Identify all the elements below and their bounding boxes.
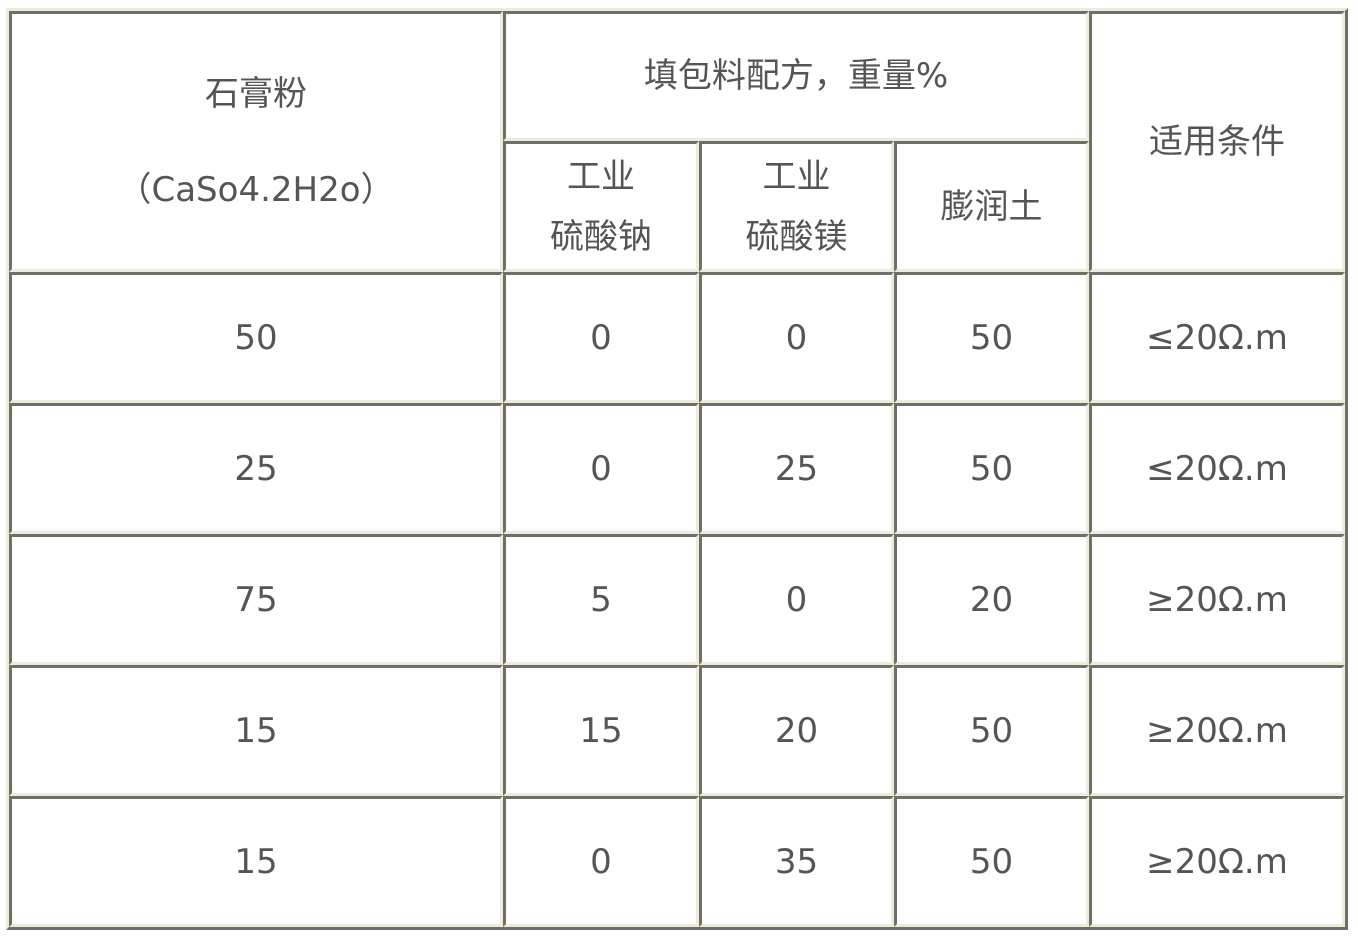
header-sodium-sulfate: 工业 硫酸钠	[503, 141, 699, 272]
cell-gypsum: 50	[9, 272, 503, 403]
cell-magnesium-sulfate: 20	[699, 665, 894, 796]
cell-bentonite: 50	[894, 403, 1089, 534]
cell-gypsum: 15	[9, 665, 503, 796]
cell-condition: ≥20Ω.m	[1089, 665, 1345, 796]
cell-gypsum: 75	[9, 534, 503, 665]
cell-sodium-sulfate: 5	[503, 534, 699, 665]
cell-magnesium-sulfate: 35	[699, 796, 894, 927]
cell-sodium-sulfate: 0	[503, 796, 699, 927]
cell-bentonite: 50	[894, 796, 1089, 927]
header-gypsum-line1: 石膏粉	[205, 73, 307, 114]
header-gypsum-line2: （CaSo4.2H2o）	[117, 169, 395, 210]
formula-table: 石膏粉 （CaSo4.2H2o） 填包料配方，重量% 适用条件 工业 硫酸钠 工…	[6, 8, 1348, 930]
header-gypsum: 石膏粉 （CaSo4.2H2o）	[9, 11, 503, 272]
cell-condition: ≥20Ω.m	[1089, 534, 1345, 665]
table-row: 50 0 0 50 ≤20Ω.m	[9, 272, 1345, 403]
header-magnesium-line2: 硫酸镁	[745, 216, 848, 257]
table-row: 15 15 20 50 ≥20Ω.m	[9, 665, 1345, 796]
cell-gypsum: 25	[9, 403, 503, 534]
cell-sodium-sulfate: 0	[503, 403, 699, 534]
cell-bentonite: 50	[894, 272, 1089, 403]
cell-bentonite: 20	[894, 534, 1089, 665]
header-magnesium-sulfate: 工业 硫酸镁	[699, 141, 894, 272]
cell-magnesium-sulfate: 0	[699, 272, 894, 403]
header-sodium-line1: 工业	[567, 156, 635, 197]
cell-gypsum: 15	[9, 796, 503, 927]
cell-condition: ≤20Ω.m	[1089, 403, 1345, 534]
cell-sodium-sulfate: 15	[503, 665, 699, 796]
header-filler-group: 填包料配方，重量%	[503, 11, 1089, 141]
cell-condition: ≥20Ω.m	[1089, 796, 1345, 927]
cell-sodium-sulfate: 0	[503, 272, 699, 403]
header-condition: 适用条件	[1089, 11, 1345, 272]
cell-bentonite: 50	[894, 665, 1089, 796]
table-row: 15 0 35 50 ≥20Ω.m	[9, 796, 1345, 927]
cell-condition: ≤20Ω.m	[1089, 272, 1345, 403]
cell-magnesium-sulfate: 25	[699, 403, 894, 534]
cell-magnesium-sulfate: 0	[699, 534, 894, 665]
table-row: 25 0 25 50 ≤20Ω.m	[9, 403, 1345, 534]
header-bentonite: 膨润土	[894, 141, 1089, 272]
header-sodium-line2: 硫酸钠	[550, 216, 652, 257]
header-magnesium-line1: 工业	[762, 156, 831, 197]
table-row: 75 5 0 20 ≥20Ω.m	[9, 534, 1345, 665]
